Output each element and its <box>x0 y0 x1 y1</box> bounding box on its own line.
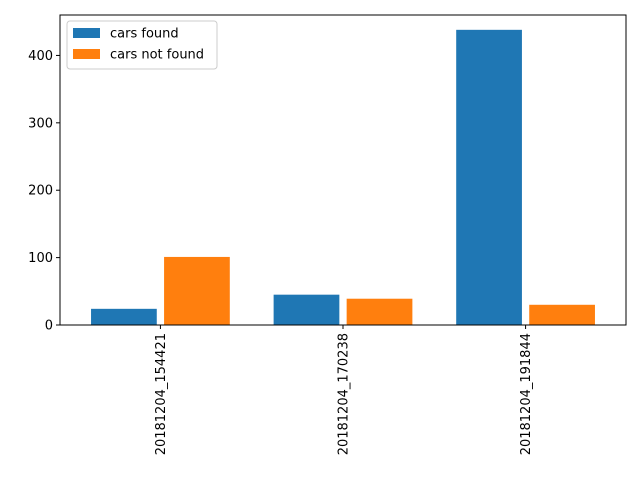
y-tick-label: 300 <box>28 116 53 131</box>
x-tick-label: 20181204_170238 <box>337 333 352 455</box>
bar-cars-found-2 <box>456 29 522 326</box>
bar-cars-found-1 <box>273 294 340 325</box>
axes-layer: 0 100 200 300 400 20181204_154421 20181204_170… <box>28 14 627 455</box>
x-tick-label: 20181204_191844 <box>519 333 534 455</box>
bar-cars-not-found-1 <box>346 298 413 325</box>
legend-swatch <box>73 49 100 59</box>
y-tick-label: 0 <box>45 319 53 334</box>
legend: cars found cars not found <box>66 20 218 70</box>
legend-label: cars found <box>110 27 179 42</box>
bars-layer <box>91 29 595 326</box>
y-tick-label: 100 <box>28 251 53 266</box>
bar-cars-not-found-2 <box>529 304 595 325</box>
x-tick-label: 20181204_154421 <box>154 333 169 455</box>
bar-cars-not-found-0 <box>164 256 230 325</box>
y-tick-label: 400 <box>28 49 53 64</box>
legend-swatch <box>73 28 100 38</box>
legend-box <box>66 20 218 70</box>
y-tick-label: 200 <box>28 184 53 199</box>
legend-label: cars not found <box>110 48 204 63</box>
bar-cars-found-0 <box>91 308 157 325</box>
